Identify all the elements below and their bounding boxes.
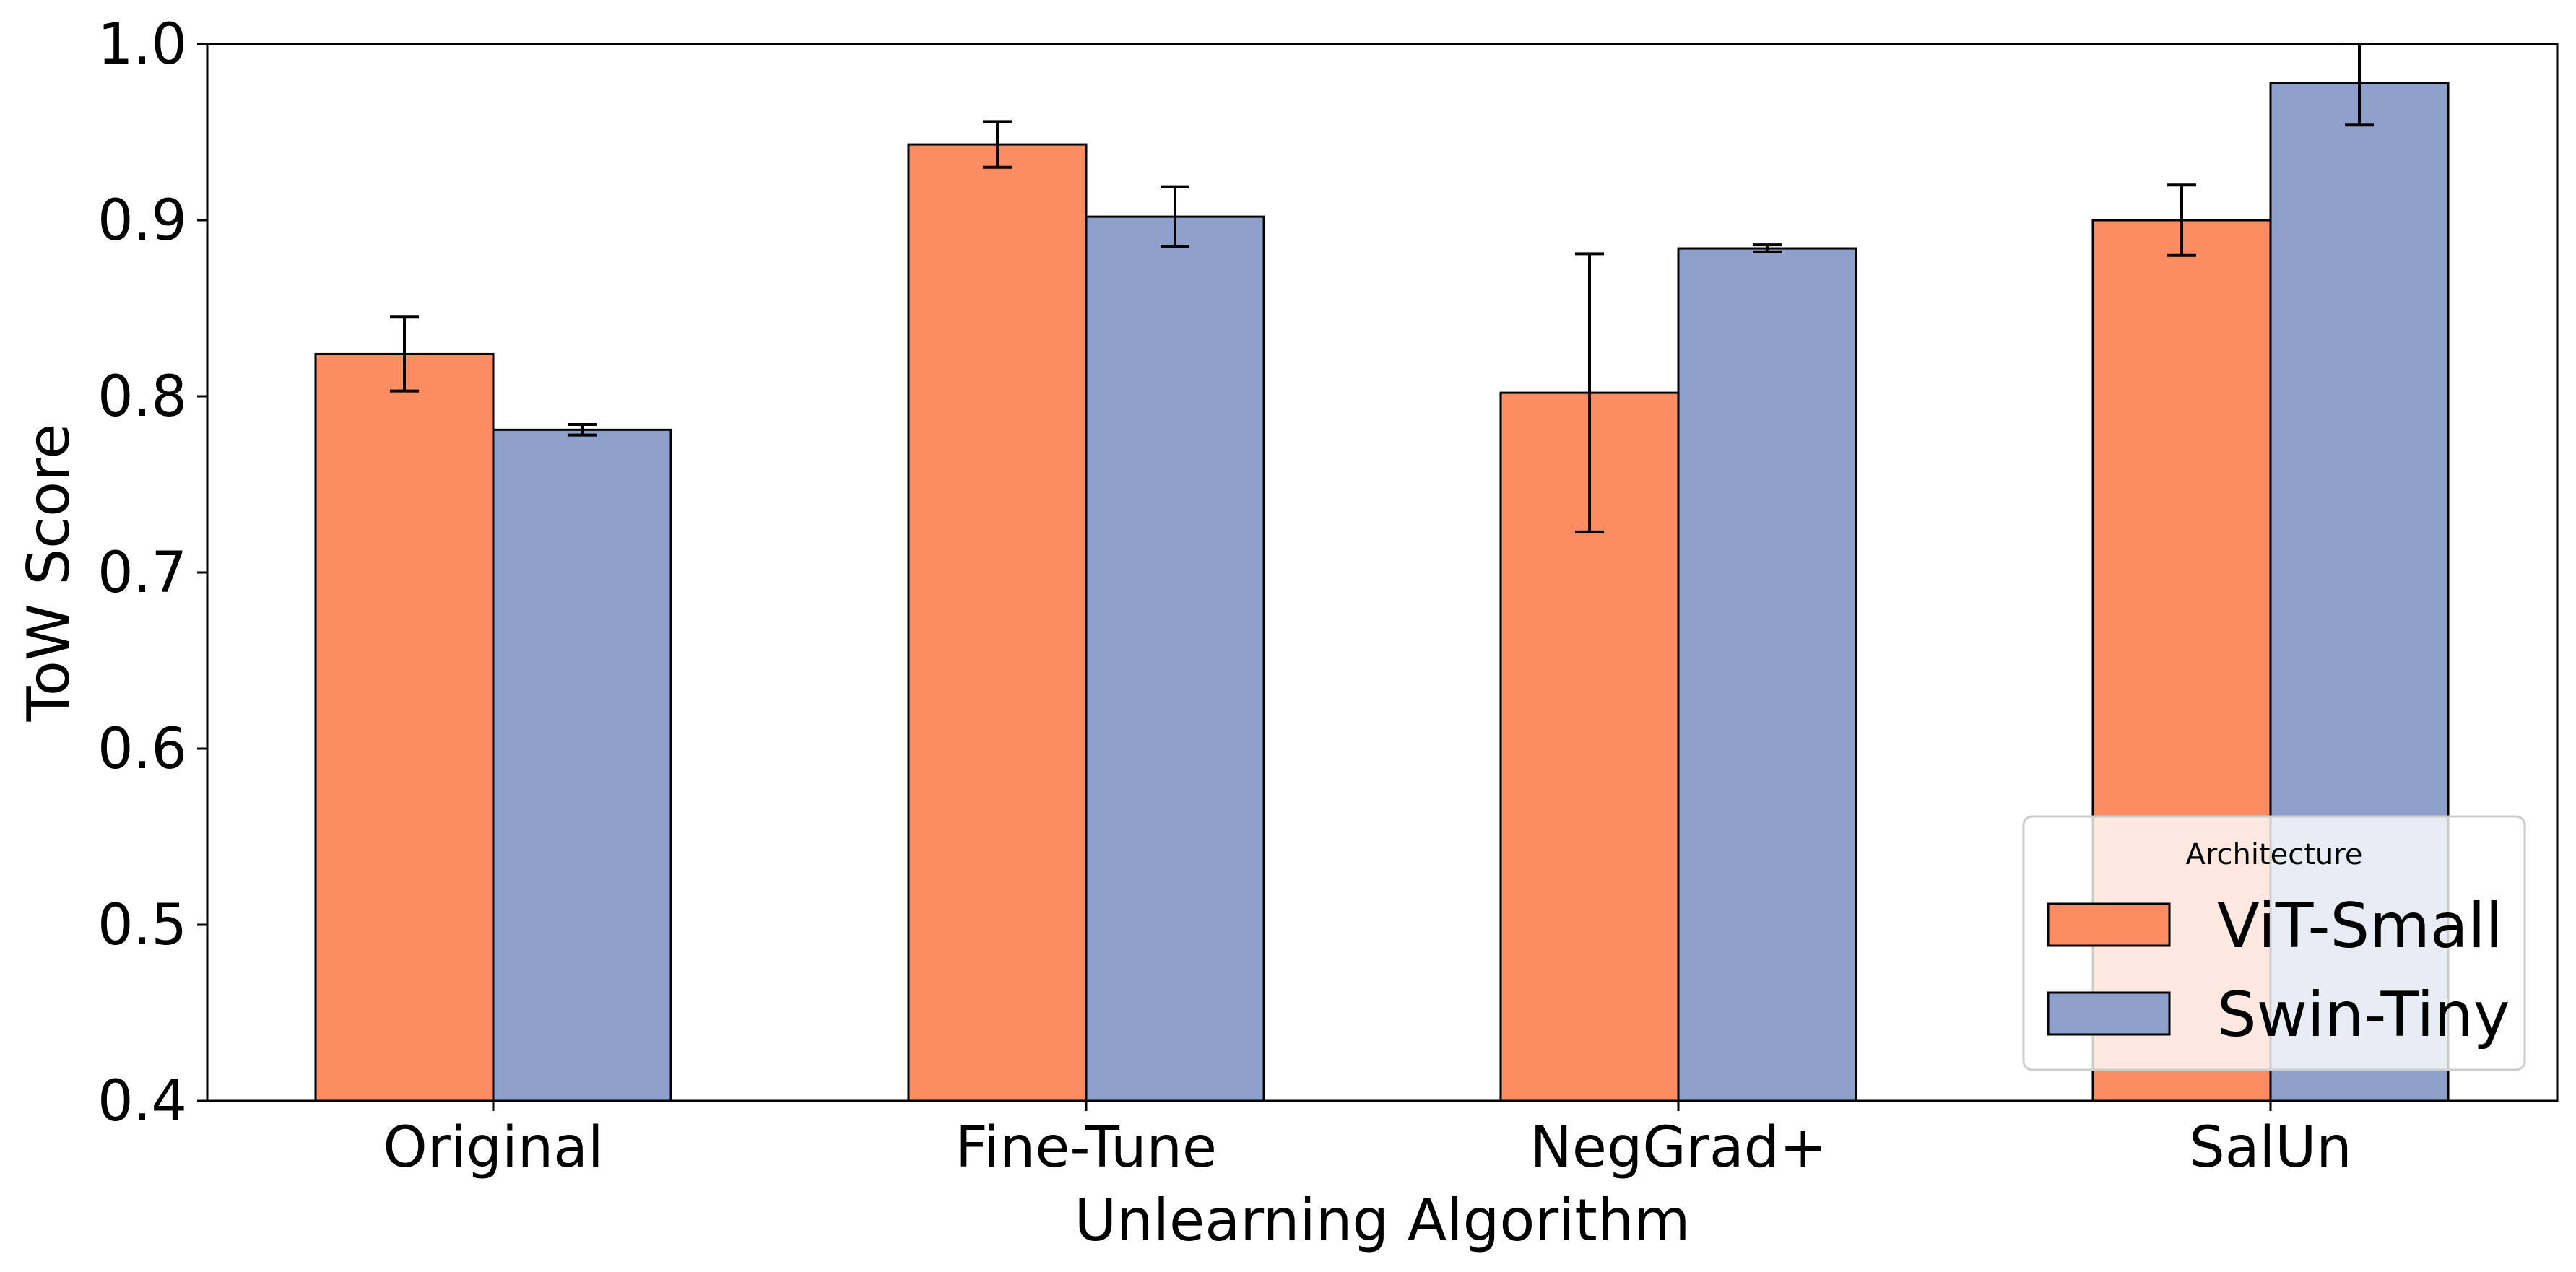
y-axis-title: ToW Score (15, 424, 82, 723)
y-tick-label: 0.6 (97, 717, 187, 782)
error-bar-vit-small-fine-tune (983, 120, 1012, 169)
legend-label-swin-tiny: Swin-Tiny (2217, 979, 2510, 1051)
x-axis: Original Fine-Tune NegGrad+ SalUn (383, 1101, 2352, 1180)
legend-swatch-swin-tiny (2047, 991, 2171, 1036)
x-axis-title: Unlearning Algorithm (1075, 1187, 1691, 1254)
x-tick-label-original: Original (383, 1115, 603, 1180)
x-tick-label-neggrad: NegGrad+ (1530, 1115, 1826, 1180)
x-tick-label-fine-tune: Fine-Tune (955, 1115, 1217, 1180)
error-bar-swin-tiny-neggrad (1753, 243, 1782, 253)
y-tick-label: 0.4 (97, 1069, 187, 1134)
legend: Architecture ViT-Small Swin-Tiny (2022, 815, 2526, 1071)
legend-label-vit-small: ViT-Small (2217, 890, 2502, 962)
y-tick-label: 0.8 (97, 365, 187, 430)
y-tick-label: 1.0 (97, 12, 187, 77)
error-bar-vit-small-neggrad (1575, 252, 1604, 533)
legend-swatch-vit-small (2047, 902, 2171, 947)
y-tick-label: 0.9 (97, 188, 187, 253)
error-bars-layer (390, 43, 2374, 533)
legend-title: Architecture (2186, 838, 2363, 871)
y-tick-label: 0.7 (97, 541, 187, 606)
bar-swin-tiny-fine-tune (1085, 215, 1265, 1102)
bar-swin-tiny-neggrad (1677, 247, 1857, 1102)
error-bar-vit-small-original (390, 315, 419, 393)
bar-vit-small-original (314, 352, 495, 1102)
bar-swin-tiny-original (492, 428, 672, 1102)
y-tick-label: 0.5 (97, 893, 187, 958)
error-bar-vit-small-salun (2167, 183, 2196, 257)
error-bar-swin-tiny-fine-tune (1161, 185, 1189, 248)
bar-vit-small-fine-tune (907, 143, 1088, 1102)
y-axis: 0.4 0.5 0.6 0.7 0.8 0.9 1.0 (97, 12, 207, 1134)
error-bar-swin-tiny-original (568, 423, 597, 437)
x-tick-label-salun: SalUn (2189, 1115, 2352, 1180)
